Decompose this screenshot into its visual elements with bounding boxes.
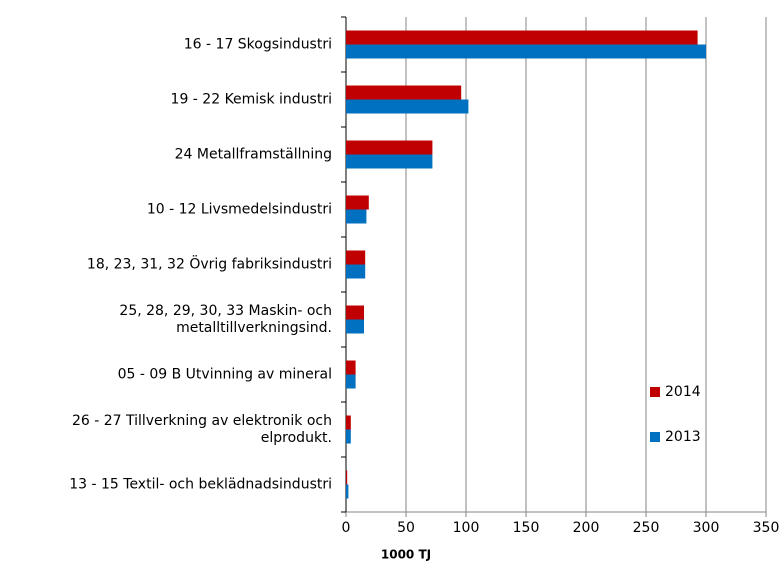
- bar: [346, 44, 706, 59]
- bar: [346, 85, 462, 100]
- bar: [346, 374, 356, 389]
- x-tick-label: 250: [633, 520, 660, 536]
- x-tick-label: 0: [342, 520, 351, 536]
- x-tick-label: 50: [397, 520, 415, 536]
- bar: [346, 250, 366, 265]
- bar: [346, 470, 348, 485]
- bar: [346, 415, 351, 430]
- bar: [346, 154, 433, 169]
- legend-swatch: [650, 387, 660, 397]
- y-tick-label: 16 - 17 Skogsindustri: [183, 36, 332, 52]
- x-tick-label: 150: [513, 520, 540, 536]
- bar: [346, 305, 364, 320]
- bar: [346, 140, 433, 155]
- bar: [346, 429, 351, 444]
- legend-label: 2014: [665, 384, 701, 400]
- x-tick-label: 350: [753, 520, 780, 536]
- x-axis-title: 1000 TJ: [381, 548, 431, 562]
- bar: [346, 30, 698, 45]
- bar: [346, 99, 469, 114]
- bar: [346, 195, 369, 210]
- y-tick-label: 25, 28, 29, 30, 33 Maskin- och metalltil…: [119, 302, 332, 336]
- bar: [346, 209, 367, 224]
- legend-label: 2013: [665, 429, 701, 445]
- x-tick-label: 300: [693, 520, 720, 536]
- legend-swatch: [650, 432, 660, 442]
- y-tick-label: 18, 23, 31, 32 Övrig fabriksindustri: [86, 256, 332, 272]
- y-tick-label: 24 Metallframställning: [174, 146, 332, 162]
- y-tick-label: 05 - 09 B Utvinning av mineral: [117, 366, 332, 382]
- x-tick-label: 200: [573, 520, 600, 536]
- y-tick-label: 10 - 12 Livsmedelsindustri: [146, 201, 332, 217]
- y-tick-label: 13 - 15 Textil- och beklädnadsindustri: [69, 476, 332, 492]
- bar: [346, 360, 356, 375]
- y-tick-label: 19 - 22 Kemisk industri: [170, 91, 332, 107]
- x-tick-label: 100: [453, 520, 480, 536]
- bar: [346, 264, 366, 279]
- bar: [346, 319, 364, 334]
- y-tick-label: 26 - 27 Tillverkning av elektronik och e…: [71, 412, 332, 446]
- bar: [346, 484, 349, 499]
